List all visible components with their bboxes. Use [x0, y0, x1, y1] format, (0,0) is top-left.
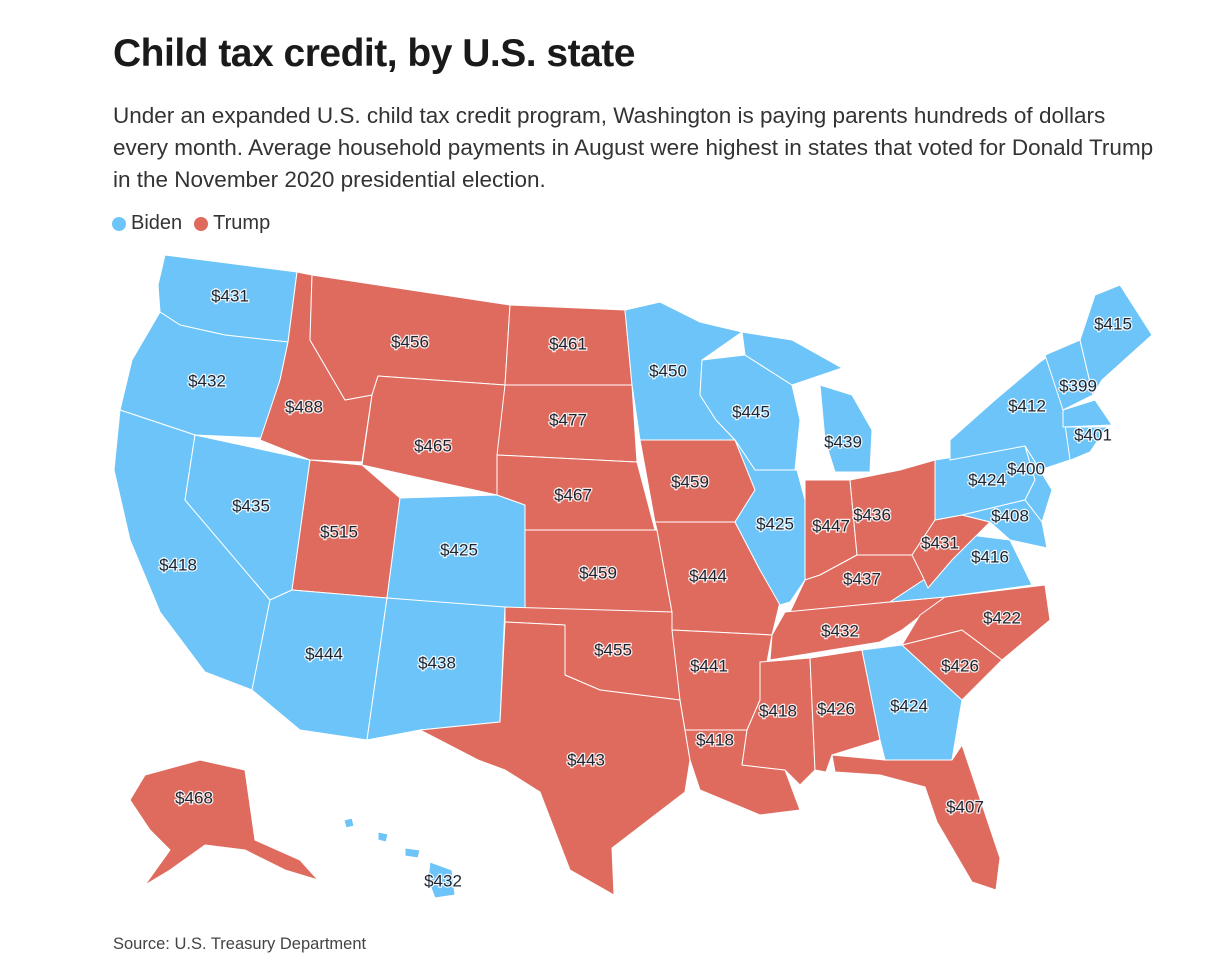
state-value-label: $415: [1094, 314, 1132, 333]
state-value-label: $443: [567, 750, 605, 769]
legend-item-trump: Trump: [194, 212, 270, 235]
state-value-label: $456: [391, 332, 429, 351]
state-value-label: $444: [305, 644, 343, 663]
state-value-label: $488: [285, 397, 323, 416]
state-md: [961, 499, 1048, 549]
state-ny: [949, 347, 1071, 471]
state-value-label: $408: [991, 506, 1029, 525]
state-value-label: $455: [594, 640, 632, 659]
state-nc: [901, 584, 1051, 661]
state-hi: [427, 861, 456, 899]
state-value-label: $459: [579, 563, 617, 582]
state-value-label: $447: [812, 516, 850, 535]
state-hi: [404, 847, 421, 859]
state-value-label: $439: [824, 432, 862, 451]
state-value-label: $465: [414, 436, 452, 455]
state-value-label: $468: [175, 788, 213, 807]
state-ma: [1062, 399, 1113, 428]
state-fl: [831, 744, 1001, 891]
state-value-label: $431: [921, 533, 959, 552]
state-value-label: $431: [211, 286, 249, 305]
legend: Biden Trump: [112, 212, 282, 235]
legend-item-biden: Biden: [112, 212, 182, 235]
state-me: [1079, 284, 1153, 396]
state-value-label: $424: [968, 470, 1006, 489]
source-note: Source: U.S. Treasury Department: [113, 935, 367, 953]
state-value-label: $444: [689, 566, 727, 585]
state-value-label: $424: [890, 696, 928, 715]
state-value-label: $426: [941, 656, 979, 675]
state-value-label: $477: [549, 410, 587, 429]
legend-label: Biden: [131, 212, 183, 234]
state-value-label: $461: [549, 334, 587, 353]
state-value-label: $418: [159, 555, 197, 574]
state-value-label: $416: [971, 547, 1009, 566]
state-value-label: $425: [440, 540, 478, 559]
state-il: [734, 439, 806, 606]
state-hi: [343, 817, 355, 829]
state-value-label: $436: [853, 505, 891, 524]
state-value-label: $425: [756, 514, 794, 533]
state-value-label: $515: [320, 522, 358, 541]
state-value-label: $438: [418, 653, 456, 672]
state-value-label: $445: [732, 402, 770, 421]
state-value-label: $432: [821, 621, 859, 640]
state-ak: [129, 759, 319, 886]
state-mi: [741, 331, 843, 386]
state-value-label: $437: [843, 569, 881, 588]
state-mi: [819, 384, 873, 473]
state-value-label: $435: [232, 496, 270, 515]
state-tx: [419, 621, 691, 896]
state-az: [251, 589, 388, 741]
state-value-label: $412: [1008, 396, 1046, 415]
state-wy: [361, 375, 506, 496]
state-value-label: $422: [983, 608, 1021, 627]
state-value-label: $467: [554, 485, 592, 504]
state-value-label: $426: [817, 699, 855, 718]
state-value-label: $418: [759, 701, 797, 720]
legend-dot-trump-icon: [194, 216, 209, 231]
state-hi: [377, 831, 389, 843]
legend-dot-biden-icon: [112, 216, 126, 231]
state-value-label: $407: [946, 797, 984, 816]
state-value-label: $432: [424, 871, 462, 890]
state-value-label: $400: [1007, 459, 1045, 478]
state-value-label: $418: [696, 730, 734, 749]
state-value-label: $459: [671, 472, 709, 491]
legend-label: Trump: [213, 212, 271, 234]
state-value-label: $401: [1074, 425, 1112, 444]
state-value-label: $441: [690, 656, 728, 675]
chart-subtitle: Under an expanded U.S. child tax credit …: [113, 103, 1154, 192]
chart-title: Child tax credit, by U.S. state: [113, 32, 635, 75]
state-value-label: $432: [188, 371, 226, 390]
state-value-label: $450: [649, 361, 687, 380]
state-value-label: $399: [1059, 376, 1097, 395]
